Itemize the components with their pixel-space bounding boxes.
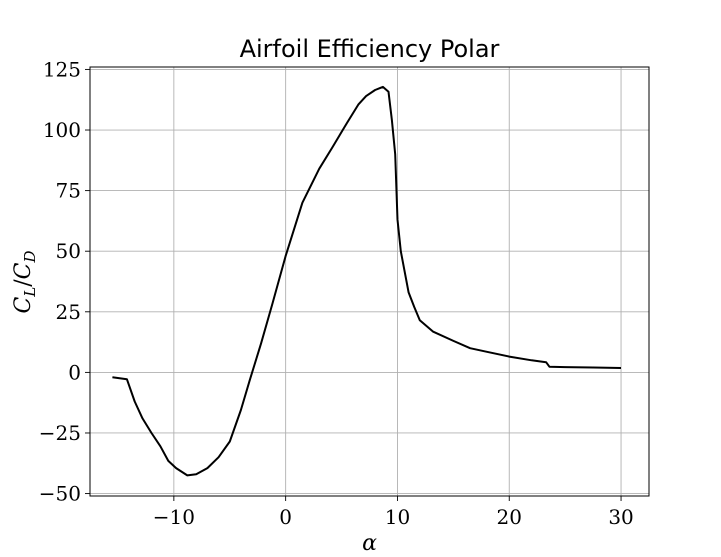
- x-tick-label: −10: [153, 505, 195, 529]
- y-axis-title-sub2: D: [21, 250, 39, 263]
- x-tick-label: 0: [279, 505, 292, 529]
- ticks: [85, 68, 622, 501]
- y-tick-label: 125: [43, 57, 81, 81]
- y-axis-title-c1: C: [11, 297, 36, 314]
- x-tick-label: 20: [497, 505, 522, 529]
- series-line: [112, 85, 622, 477]
- y-tick-label: 25: [56, 300, 81, 324]
- grid: [90, 67, 649, 496]
- y-tick-label: −25: [39, 421, 81, 445]
- x-axis-title: α: [362, 531, 377, 556]
- y-tick-label: 100: [43, 118, 81, 142]
- y-axis-title-c2: C: [11, 262, 36, 279]
- y-tick-label: 50: [56, 239, 81, 263]
- y-tick-label: 0: [68, 360, 81, 384]
- x-tick-label: 10: [385, 505, 410, 529]
- y-axis-title-sub1: L: [21, 287, 39, 298]
- y-axis-title: CL/CD: [11, 250, 39, 313]
- chart-title: Airfoil Efficiency Polar: [240, 35, 500, 63]
- y-axis-title-slash: /: [11, 279, 36, 287]
- tick-labels: −10 0 10 20 30 −50 −25 0 25 50 75 100 125: [39, 57, 634, 529]
- plot-frame: [89, 66, 650, 497]
- y-tick-label: 75: [56, 179, 81, 203]
- series-layer: [112, 85, 622, 477]
- y-tick-label: −50: [39, 482, 81, 506]
- x-tick-label: 30: [608, 505, 633, 529]
